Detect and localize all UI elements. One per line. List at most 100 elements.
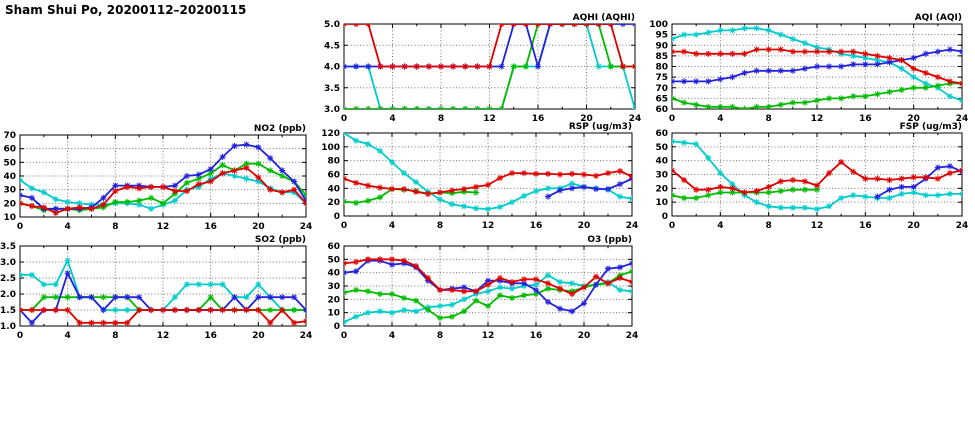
chart-title: O3 (ppb) bbox=[587, 235, 632, 245]
y-tick-label: 50 bbox=[655, 143, 668, 153]
series-markers-green bbox=[344, 24, 635, 109]
x-tick-label: 0 bbox=[341, 114, 347, 124]
x-tick-label: 8 bbox=[438, 114, 444, 124]
y-tick-label: 40 bbox=[327, 269, 340, 279]
plot-border bbox=[19, 245, 307, 327]
x-tick-label: 20 bbox=[578, 331, 591, 341]
x-tick-label: 8 bbox=[766, 114, 772, 124]
y-axis-labels: 0 20 40 60 80 100 120 bbox=[321, 129, 340, 222]
x-tick-label: 0 bbox=[341, 221, 347, 231]
y-tick-label: 10 bbox=[327, 309, 340, 319]
x-axis-labels: 0 4 8 12 16 20 24 bbox=[669, 114, 968, 124]
y-tick-label: 70 bbox=[3, 131, 16, 141]
x-tick-label: 12 bbox=[811, 221, 824, 231]
x-tick-label: 12 bbox=[482, 221, 495, 231]
chart-title: AQHI (AQHI) bbox=[573, 13, 635, 23]
x-tick-label: 20 bbox=[252, 331, 265, 341]
x-tick-label: 4 bbox=[717, 114, 723, 124]
x-tick-label: 16 bbox=[204, 222, 217, 232]
series-group bbox=[344, 24, 635, 109]
page-title: Sham Shui Po, 20200112–20200115 bbox=[5, 3, 247, 17]
series-group bbox=[672, 25, 962, 109]
y-tick-label: 70 bbox=[655, 84, 668, 94]
y-tick-label: 50 bbox=[327, 255, 340, 265]
x-tick-label: 16 bbox=[530, 331, 543, 341]
series-group bbox=[344, 133, 632, 213]
x-tick-label: 16 bbox=[859, 221, 872, 231]
x-tick-label: 24 bbox=[956, 114, 969, 124]
x-tick-label: 8 bbox=[437, 331, 443, 341]
series-markers-red bbox=[344, 24, 635, 70]
plot-border bbox=[343, 245, 633, 327]
y-tick-label: 30 bbox=[327, 282, 340, 292]
x-tick-label: 24 bbox=[300, 331, 313, 341]
series-markers-red bbox=[20, 164, 306, 216]
x-tick-label: 0 bbox=[669, 114, 675, 124]
y-tick-label: 40 bbox=[327, 184, 340, 194]
y-tick-label: 4.5 bbox=[324, 41, 340, 51]
y-tick-label: 20 bbox=[655, 184, 668, 194]
y-tick-label: 10 bbox=[3, 213, 16, 223]
y-tick-label: 90 bbox=[655, 41, 668, 51]
y-tick-label: 60 bbox=[327, 242, 340, 252]
y-tick-label: 3.5 bbox=[324, 84, 340, 94]
x-tick-label: 8 bbox=[437, 221, 443, 231]
series-group bbox=[344, 256, 632, 326]
x-tick-label: 16 bbox=[859, 114, 872, 124]
series-markers-cyan bbox=[344, 133, 632, 213]
x-tick-label: 24 bbox=[300, 222, 313, 232]
series-group bbox=[672, 138, 962, 213]
series-markers-green bbox=[672, 80, 962, 109]
y-tick-label: 1.5 bbox=[0, 306, 16, 316]
y-tick-label: 40 bbox=[655, 157, 668, 167]
x-tick-label: 0 bbox=[669, 221, 675, 231]
y-tick-label: 2.0 bbox=[0, 290, 16, 300]
y-tick-label: 5.0 bbox=[324, 20, 340, 30]
x-tick-label: 8 bbox=[112, 222, 118, 232]
series-markers-red bbox=[672, 158, 962, 196]
y-tick-label: 40 bbox=[3, 172, 16, 182]
x-tick-label: 24 bbox=[626, 331, 639, 341]
series-line-blue bbox=[876, 165, 962, 198]
x-tick-label: 4 bbox=[389, 331, 395, 341]
y-axis-labels: 1.0 1.5 2.0 2.5 3.0 3.5 bbox=[0, 242, 16, 332]
y-tick-label: 20 bbox=[3, 199, 16, 209]
x-tick-label: 24 bbox=[626, 221, 639, 231]
x-axis-labels: 0 4 8 12 16 20 24 bbox=[17, 331, 312, 341]
x-tick-label: 16 bbox=[532, 114, 545, 124]
y-tick-label: 80 bbox=[655, 63, 668, 73]
y-tick-label: 30 bbox=[655, 171, 668, 181]
x-tick-label: 16 bbox=[204, 331, 217, 341]
gridlines bbox=[672, 133, 962, 216]
x-tick-label: 12 bbox=[811, 114, 824, 124]
y-tick-label: 0 bbox=[662, 212, 668, 222]
y-tick-label: 100 bbox=[649, 20, 668, 30]
chart-so2: 1.0 1.5 2.0 2.5 3.0 3.5 0 4 8 12 16 20 24 SO2 (ppb) bbox=[0, 235, 312, 341]
series-markers-cyan bbox=[672, 138, 962, 213]
x-tick-label: 4 bbox=[389, 114, 395, 124]
x-tick-label: 16 bbox=[530, 221, 543, 231]
chart-o3: 0 10 20 30 40 50 60 0 4 8 12 16 20 24 O3 (ppb) bbox=[327, 235, 638, 341]
series-group bbox=[20, 141, 306, 216]
x-tick-label: 8 bbox=[766, 221, 772, 231]
y-tick-label: 20 bbox=[327, 295, 340, 305]
x-tick-label: 0 bbox=[17, 222, 23, 232]
series-markers-red bbox=[672, 46, 962, 87]
y-tick-label: 60 bbox=[655, 105, 668, 115]
y-axis-labels: 0 10 20 30 40 50 60 bbox=[327, 242, 340, 332]
y-tick-label: 50 bbox=[3, 158, 16, 168]
x-axis-labels: 0 4 8 12 16 20 24 bbox=[341, 114, 641, 124]
x-axis-labels: 0 4 8 12 16 20 24 bbox=[669, 221, 968, 231]
y-tick-label: 0 bbox=[334, 322, 340, 332]
y-axis-labels: 10 20 30 40 50 60 70 bbox=[3, 131, 16, 223]
y-tick-label: 10 bbox=[655, 198, 668, 208]
y-axis-labels: 0 10 20 30 40 50 60 bbox=[655, 129, 668, 222]
series-group bbox=[20, 257, 306, 326]
series-markers-blue bbox=[544, 175, 632, 200]
chart-title: NO2 (ppb) bbox=[254, 124, 306, 134]
x-tick-label: 12 bbox=[483, 114, 496, 124]
x-tick-label: 12 bbox=[157, 222, 170, 232]
